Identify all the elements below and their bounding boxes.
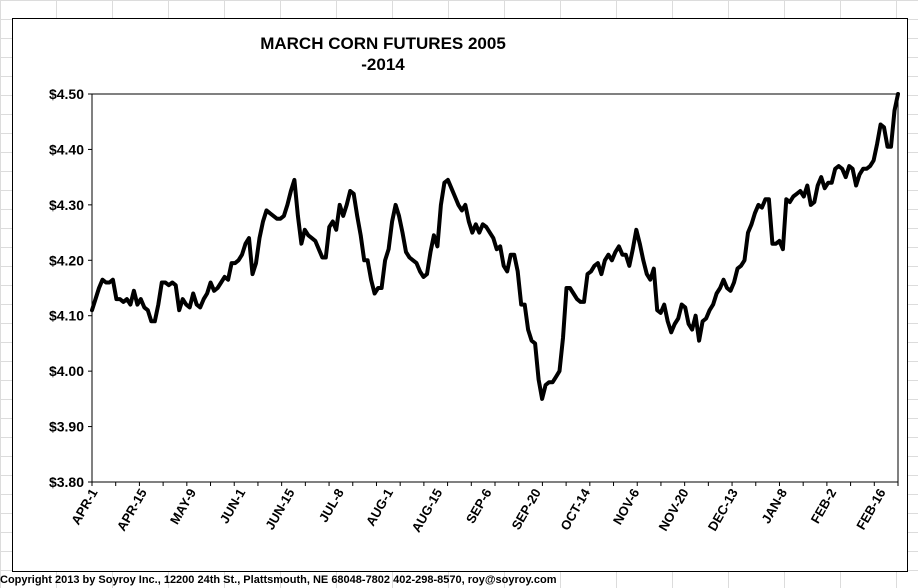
y-tick-label: $4.10 [49, 308, 84, 324]
x-tick-label: SEP-6 [463, 486, 495, 526]
y-tick-label: $4.20 [49, 252, 84, 268]
x-tick-label: NOV-6 [610, 486, 642, 527]
x-tick-label: JUN-1 [217, 486, 249, 526]
chart-title: MARCH CORN FUTURES 2005 -2014 [213, 33, 553, 75]
y-axis: $3.80 $3.90 $4.00 $4.10 $4.20 $4.30 $4.40 $4.50 [49, 86, 92, 490]
series-line [90, 92, 900, 401]
x-tick-label: JUL-8 [316, 486, 347, 525]
x-axis: APR-1 APR-15 MAY-9 JUN-1 JUN-15 JUL-8 AUG-1 AUG… [68, 482, 899, 535]
x-tick-label: OCT-14 [557, 485, 593, 533]
y-tick-label: $4.50 [49, 86, 84, 102]
x-tick-label: JAN-8 [758, 486, 790, 526]
x-tick-label: MAY-9 [167, 486, 199, 527]
x-tick-label: APR-1 [68, 486, 100, 527]
x-tick-label: FEB-16 [853, 486, 888, 532]
chart-title-line-2: -2014 [361, 55, 405, 74]
x-tick-label: AUG-1 [363, 486, 396, 529]
y-tick-label: $3.90 [49, 419, 84, 435]
series-lines [90, 92, 900, 401]
x-tick-label: AUG-15 [409, 486, 446, 535]
x-tick-label: FEB-2 [808, 486, 840, 526]
y-tick-label: $4.30 [49, 197, 84, 213]
x-tick-label: NOV-20 [655, 486, 691, 534]
y-tick-label: $3.80 [49, 474, 84, 490]
x-tick-label: SEP-20 [508, 486, 543, 532]
copyright-footer: Copyright 2013 by Soyroy Inc., 12200 24t… [0, 574, 557, 586]
y-tick-label: $4.40 [49, 141, 84, 157]
y-tick-label: $4.00 [49, 363, 84, 379]
x-tick-label: APR-15 [114, 486, 150, 534]
x-tick-label: JUN-15 [262, 486, 297, 532]
x-tick-label: DEC-13 [705, 486, 741, 534]
chart-title-line-1: MARCH CORN FUTURES 2005 [260, 34, 506, 53]
